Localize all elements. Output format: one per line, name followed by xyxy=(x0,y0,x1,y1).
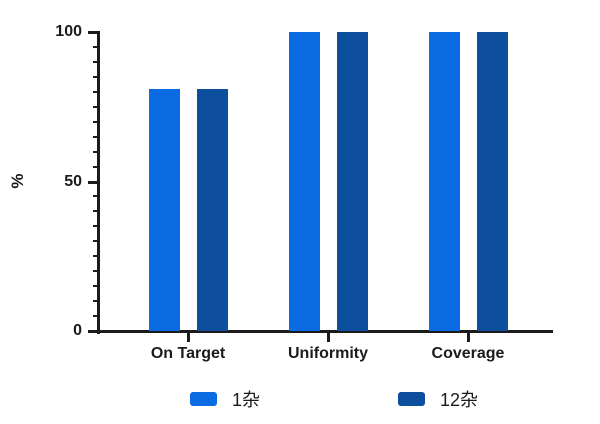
y-minor-tick xyxy=(93,165,97,168)
y-major-tick xyxy=(88,180,97,184)
y-minor-tick xyxy=(93,270,97,273)
y-minor-tick xyxy=(93,150,97,153)
category-label: Uniformity xyxy=(288,345,368,362)
bar-12杂-uniformity xyxy=(336,32,368,331)
y-minor-tick xyxy=(93,255,97,258)
bar-12杂-on-target xyxy=(196,88,228,331)
legend-label: 12杂 xyxy=(440,390,479,410)
y-major-tick xyxy=(88,330,97,333)
legend-swatch xyxy=(190,392,217,406)
y-minor-tick xyxy=(93,240,97,243)
y-minor-tick xyxy=(93,75,97,78)
bar-1杂-on-target xyxy=(148,88,180,331)
y-minor-tick xyxy=(93,60,97,63)
legend-swatch xyxy=(398,392,425,406)
legend-item: 12杂 xyxy=(398,386,478,412)
category-label: On Target xyxy=(150,345,226,362)
x-category-tick xyxy=(186,333,190,342)
bar-12杂-coverage xyxy=(476,32,508,331)
y-minor-tick xyxy=(93,120,97,123)
x-axis-line xyxy=(97,330,553,333)
y-minor-tick xyxy=(93,285,97,288)
y-minor-tick xyxy=(93,45,97,48)
legend-label: 1杂 xyxy=(232,390,261,410)
y-minor-tick xyxy=(93,210,97,213)
y-minor-tick xyxy=(93,315,97,318)
y-minor-tick xyxy=(93,300,97,303)
y-tick-label: 100 xyxy=(55,23,82,40)
y-minor-tick xyxy=(93,225,97,228)
legend-item: 1杂 xyxy=(190,386,260,412)
category-label: Coverage xyxy=(431,345,505,362)
y-tick-label: 50 xyxy=(64,172,82,190)
x-category-tick xyxy=(326,333,330,342)
y-minor-tick xyxy=(93,90,97,93)
y-axis-line xyxy=(97,31,100,334)
y-minor-tick xyxy=(93,195,97,198)
y-minor-tick xyxy=(93,135,97,138)
y-tick-label: 0 xyxy=(73,322,82,339)
x-category-tick xyxy=(466,333,470,342)
y-major-tick xyxy=(88,31,97,34)
y-minor-tick xyxy=(93,105,97,108)
bar-1杂-uniformity xyxy=(288,32,320,331)
bar-1杂-coverage xyxy=(428,32,460,331)
